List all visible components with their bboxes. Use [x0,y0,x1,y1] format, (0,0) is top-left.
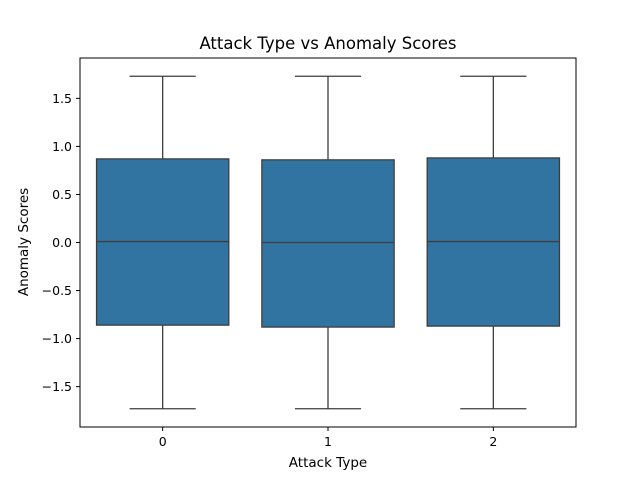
y-axis-ticks: 1.5 1.0 0.5 0.0 −0.5 −1.0 −1.5 [42,91,80,394]
y-tick-label: −1.0 [42,331,72,346]
y-tick-label: 0.5 [52,187,72,202]
y-tick-label: −1.5 [42,379,72,394]
y-tick-label: 1.5 [52,91,72,106]
y-tick-label: 0.0 [52,235,72,250]
box-category-0 [95,75,230,410]
chart-title: Attack Type vs Anomaly Scores [199,34,456,53]
x-tick-label: 0 [159,434,167,449]
x-axis-ticks: 0 1 2 [159,427,497,449]
x-tick-label: 2 [489,434,497,449]
y-tick-label: −0.5 [42,283,72,298]
boxes-layer [95,75,561,410]
y-tick-label: 1.0 [52,139,72,154]
box-category-2 [426,75,561,410]
x-axis-label: Attack Type [289,455,367,471]
box-category-1 [261,75,395,410]
iqr-box [261,159,395,328]
y-axis-label: Anomaly Scores [16,188,32,296]
x-tick-label: 1 [324,434,332,449]
